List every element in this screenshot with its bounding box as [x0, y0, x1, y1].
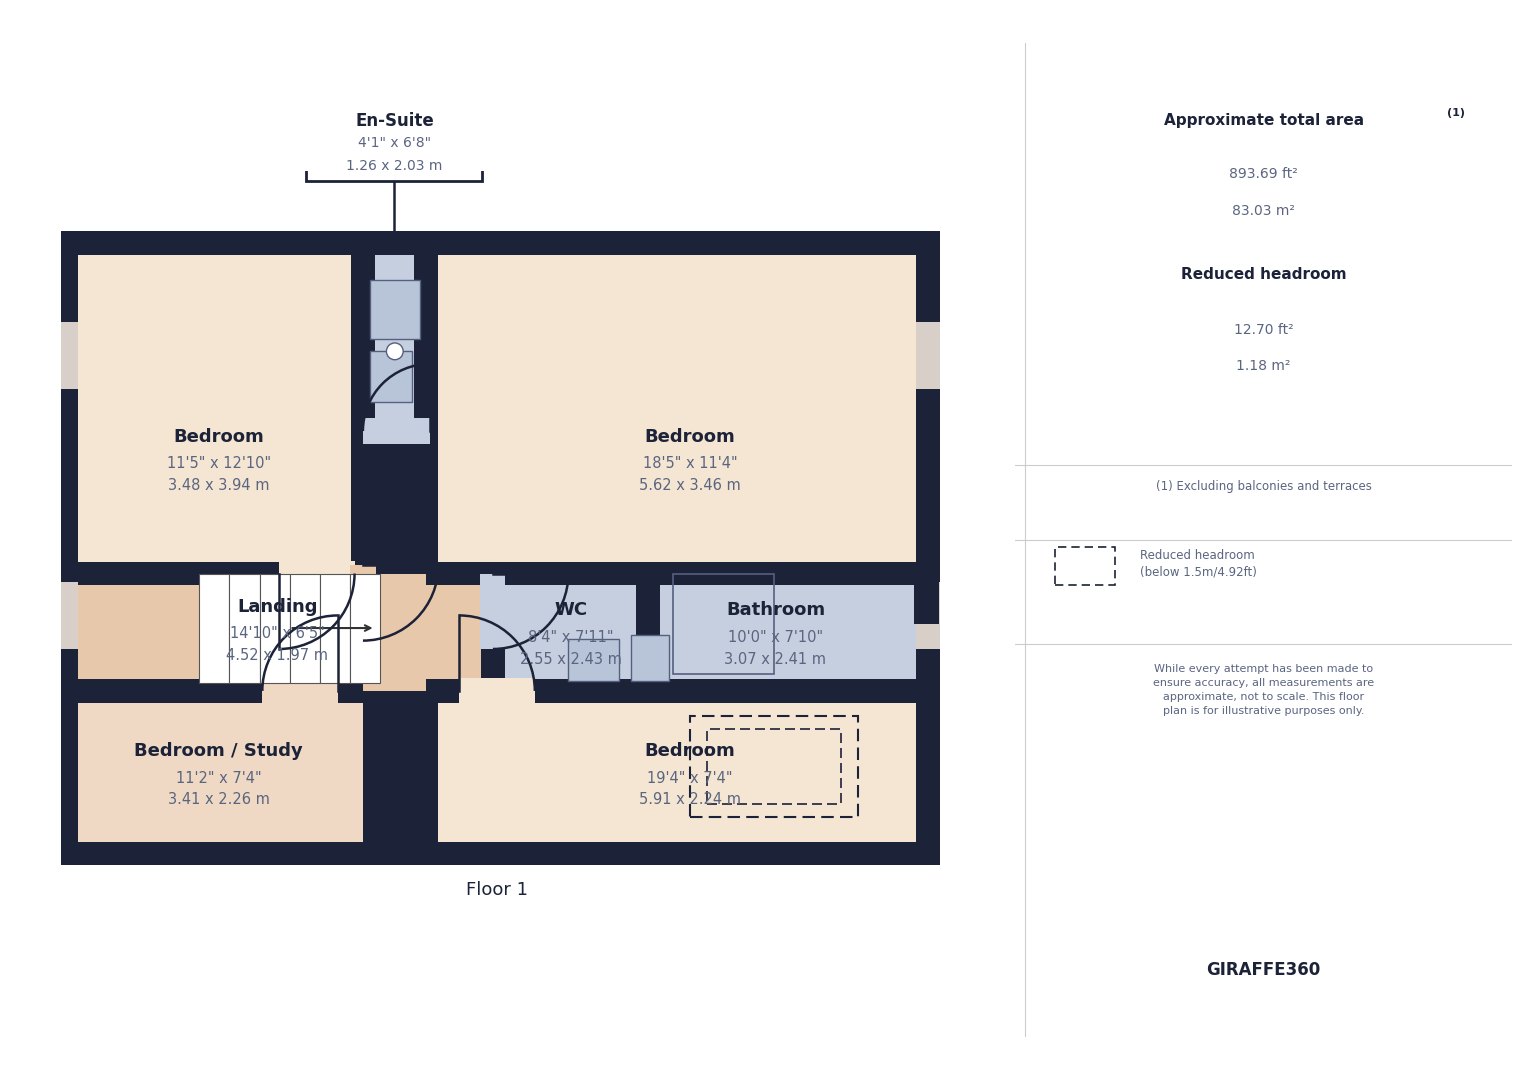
Bar	[426, 679, 916, 703]
Bar	[916, 322, 939, 389]
Circle shape	[386, 343, 403, 360]
Bar	[631, 635, 669, 680]
Bar	[200, 573, 229, 683]
Text: Floor 1: Floor 1	[466, 881, 528, 900]
Text: While every attempt has been made to
ensure accuracy, all measurements are
appro: While every attempt has been made to ens…	[1153, 664, 1374, 716]
Bar	[263, 678, 337, 703]
Text: 4.52 x 1.97 m: 4.52 x 1.97 m	[226, 648, 328, 663]
Bar	[350, 565, 376, 640]
Bar	[78, 562, 363, 585]
Text: 3.48 x 3.94 m: 3.48 x 3.94 m	[168, 478, 269, 492]
Text: 3.41 x 2.26 m: 3.41 x 2.26 m	[168, 793, 270, 808]
Text: Landing: Landing	[237, 598, 318, 616]
Bar	[637, 573, 660, 691]
Bar	[481, 573, 504, 691]
Text: 5.91 x 2.24 m: 5.91 x 2.24 m	[638, 793, 741, 808]
Text: 19'4" x 7'4": 19'4" x 7'4"	[647, 771, 733, 785]
Bar	[916, 582, 939, 649]
Text: WC: WC	[554, 602, 588, 620]
Bar	[370, 280, 420, 339]
Text: En-Suite: En-Suite	[354, 111, 434, 130]
Bar	[363, 418, 431, 444]
Bar	[55, 322, 78, 389]
Text: 14'10" x 6'5": 14'10" x 6'5"	[231, 626, 325, 642]
Bar	[78, 679, 363, 703]
Bar	[351, 255, 374, 573]
Bar	[350, 573, 380, 683]
Bar	[690, 716, 858, 816]
Bar	[55, 231, 939, 865]
Bar	[370, 351, 412, 402]
Bar	[913, 573, 939, 624]
Text: 893.69 ft²: 893.69 ft²	[1229, 167, 1298, 181]
Text: Reduced headroom: Reduced headroom	[1180, 267, 1347, 282]
Bar	[279, 561, 354, 586]
FancyBboxPatch shape	[307, 97, 483, 181]
Bar	[493, 573, 647, 691]
Text: Approximate total area: Approximate total area	[1164, 112, 1364, 127]
Bar	[426, 562, 916, 585]
Text: Reduced headroom
(below 1.5m/4.92ft): Reduced headroom (below 1.5m/4.92ft)	[1139, 549, 1257, 579]
Text: Bedroom: Bedroom	[644, 428, 736, 446]
Text: 1.18 m²: 1.18 m²	[1237, 360, 1290, 374]
Text: 2.55 x 2.43 m: 2.55 x 2.43 m	[519, 651, 621, 666]
Bar	[78, 255, 363, 573]
Bar	[647, 573, 916, 691]
Text: 4'1" x 6'8": 4'1" x 6'8"	[357, 136, 431, 150]
Bar	[363, 419, 426, 443]
Bar	[1055, 546, 1115, 584]
Bar	[673, 573, 774, 674]
Text: 5.62 x 3.46 m: 5.62 x 3.46 m	[640, 478, 741, 492]
Bar	[414, 255, 438, 573]
Text: 12.70 ft²: 12.70 ft²	[1234, 323, 1293, 337]
Text: 10'0" x 7'10": 10'0" x 7'10"	[728, 630, 823, 645]
Text: 11'2" x 7'4": 11'2" x 7'4"	[176, 771, 261, 785]
Bar	[78, 573, 493, 691]
Bar	[460, 678, 534, 703]
Text: (1) Excluding balconies and terraces: (1) Excluding balconies and terraces	[1156, 481, 1371, 494]
Text: Bedroom: Bedroom	[644, 742, 736, 760]
Bar	[707, 729, 841, 805]
Text: 11'5" x 12'10": 11'5" x 12'10"	[166, 456, 270, 471]
Text: 1.26 x 2.03 m: 1.26 x 2.03 m	[347, 159, 443, 173]
Text: Bedroom / Study: Bedroom / Study	[134, 742, 302, 760]
Text: Bathroom: Bathroom	[725, 602, 825, 620]
Bar	[568, 639, 618, 680]
Bar	[78, 691, 363, 841]
Text: 18'5" x 11'4": 18'5" x 11'4"	[643, 456, 738, 471]
Bar	[319, 573, 350, 683]
Text: 83.03 m²: 83.03 m²	[1232, 204, 1295, 218]
Bar	[363, 255, 426, 431]
Text: GIRAFFE360: GIRAFFE360	[1206, 961, 1321, 980]
Bar	[229, 573, 260, 683]
Bar	[426, 255, 916, 573]
Bar	[55, 582, 78, 649]
Bar	[260, 573, 290, 683]
Text: 3.07 x 2.41 m: 3.07 x 2.41 m	[724, 651, 826, 666]
Bar	[426, 691, 916, 841]
Bar	[414, 691, 438, 841]
Text: Bedroom: Bedroom	[174, 428, 264, 446]
Text: 8'4" x 7'11": 8'4" x 7'11"	[528, 630, 614, 645]
Text: (1): (1)	[1448, 108, 1466, 118]
Bar	[290, 573, 319, 683]
Bar	[481, 573, 505, 649]
